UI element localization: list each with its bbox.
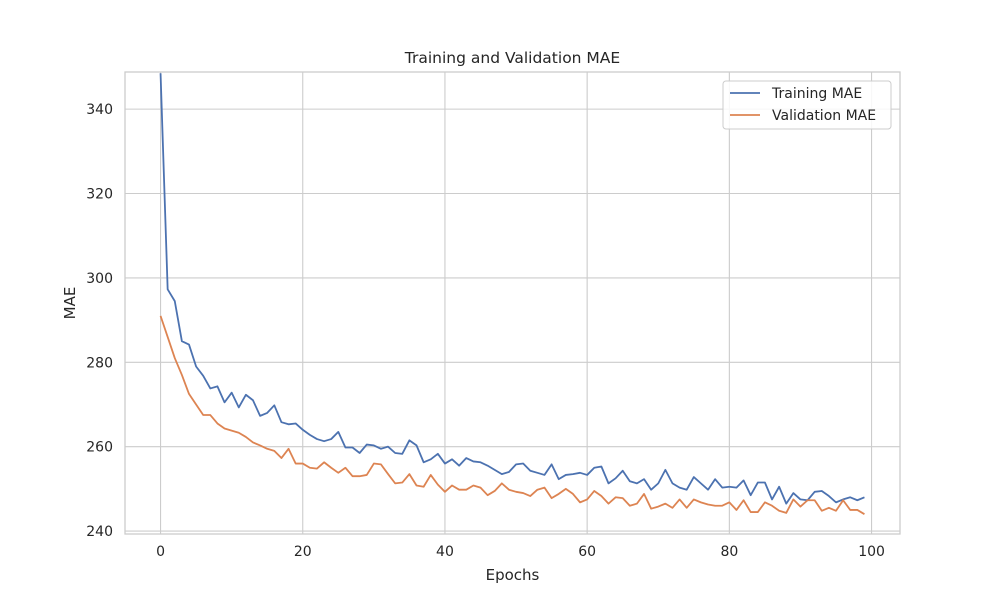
y-tick-label: 340 xyxy=(86,102,113,118)
series-line-validation-mae xyxy=(159,315,865,515)
x-tick-label: 100 xyxy=(858,544,885,560)
y-tick-label: 300 xyxy=(86,271,113,287)
plot-area xyxy=(125,72,900,534)
x-tick-label: 80 xyxy=(720,544,738,560)
x-axis-ticks: 0 20 40 60 80 100 xyxy=(156,544,885,560)
x-tick-label: 40 xyxy=(436,544,454,560)
chart-title: Training and Validation MAE xyxy=(404,49,620,67)
y-tick-label: 320 xyxy=(86,187,113,203)
series-lines xyxy=(159,73,865,515)
y-axis-ticks: 240 260 280 300 320 340 xyxy=(86,102,113,540)
y-tick-label: 260 xyxy=(86,440,113,456)
x-tick-label: 0 xyxy=(156,544,165,560)
grid xyxy=(125,72,900,534)
legend-label-validation-mae: Validation MAE xyxy=(772,108,876,124)
axes-border xyxy=(124,71,901,535)
legend-box xyxy=(722,80,892,130)
y-tick-label: 280 xyxy=(86,355,113,371)
x-tick-label: 20 xyxy=(294,544,312,560)
series-line-training-mae xyxy=(159,73,865,505)
legend: Training MAE Validation MAE xyxy=(722,80,892,130)
axes-frame xyxy=(124,71,901,535)
y-axis-label: MAE xyxy=(61,287,79,320)
y-tick-label: 240 xyxy=(86,524,113,540)
x-tick-label: 60 xyxy=(578,544,596,560)
x-axis-label: Epochs xyxy=(486,566,540,584)
legend-label-training-mae: Training MAE xyxy=(771,86,862,102)
